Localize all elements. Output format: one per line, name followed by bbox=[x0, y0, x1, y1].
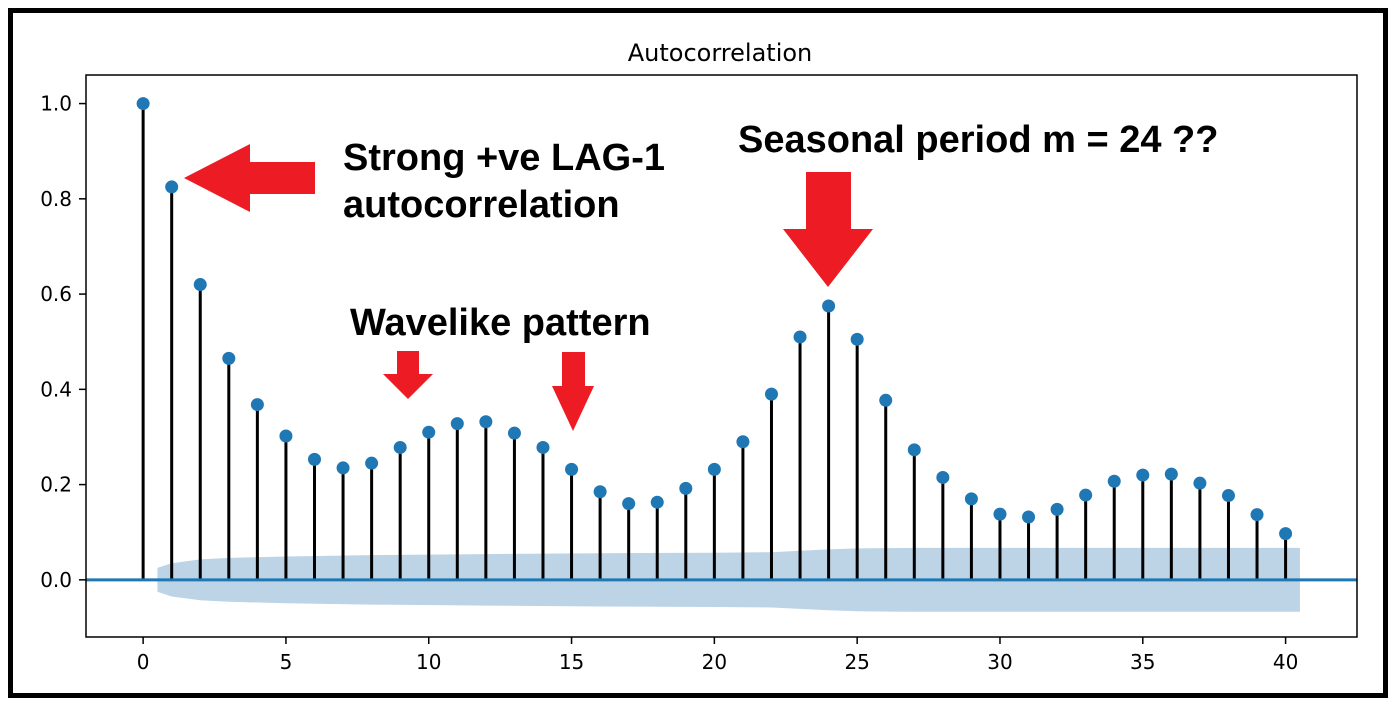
annotation-lag1-line2: autocorrelation bbox=[343, 184, 620, 226]
marker-lag-18 bbox=[650, 495, 664, 509]
marker-lag-6 bbox=[307, 452, 321, 466]
marker-lag-4 bbox=[250, 398, 264, 412]
annotation-wavelike: Wavelike pattern bbox=[350, 302, 651, 344]
x-tick-label-25: 25 bbox=[844, 650, 869, 674]
marker-lag-28 bbox=[936, 470, 950, 484]
markers-layer bbox=[136, 97, 1293, 541]
marker-lag-30 bbox=[993, 507, 1007, 521]
marker-lag-23 bbox=[793, 330, 807, 344]
marker-lag-7 bbox=[336, 461, 350, 475]
marker-lag-0 bbox=[136, 97, 150, 111]
marker-lag-11 bbox=[450, 417, 464, 431]
marker-lag-25 bbox=[850, 332, 864, 346]
marker-lag-40 bbox=[1279, 527, 1293, 541]
marker-lag-32 bbox=[1050, 502, 1064, 516]
marker-lag-39 bbox=[1250, 508, 1264, 522]
annotations: Strong +ve LAG-1 autocorrelation Wavelik… bbox=[343, 119, 1218, 344]
stems-layer bbox=[141, 103, 1288, 580]
wave-arrow-2-icon bbox=[552, 352, 594, 431]
marker-lag-22 bbox=[764, 387, 778, 401]
marker-lag-37 bbox=[1193, 476, 1207, 490]
marker-lag-33 bbox=[1079, 488, 1093, 502]
marker-lag-12 bbox=[479, 415, 493, 429]
marker-lag-14 bbox=[536, 440, 550, 454]
x-tick-label-0: 0 bbox=[137, 650, 150, 674]
marker-lag-1 bbox=[165, 180, 179, 194]
arrows-layer bbox=[184, 144, 873, 431]
marker-lag-17 bbox=[622, 497, 636, 511]
x-tick-label-20: 20 bbox=[702, 650, 727, 674]
marker-lag-2 bbox=[193, 278, 207, 292]
marker-lag-38 bbox=[1221, 489, 1235, 503]
marker-lag-15 bbox=[565, 462, 579, 476]
marker-lag-26 bbox=[879, 393, 893, 407]
x-tick-label-35: 35 bbox=[1130, 650, 1155, 674]
marker-lag-5 bbox=[279, 429, 293, 443]
marker-lag-24 bbox=[822, 299, 836, 313]
wave-arrow-1-icon bbox=[383, 351, 433, 399]
x-tick-label-10: 10 bbox=[416, 650, 441, 674]
plot-area-border bbox=[85, 74, 1358, 638]
chart-title: Autocorrelation bbox=[628, 39, 813, 67]
y-tick-label-4: 0.8 bbox=[40, 187, 72, 211]
season-arrow-icon bbox=[783, 172, 873, 287]
marker-lag-21 bbox=[736, 435, 750, 449]
y-tick-label-3: 0.6 bbox=[40, 282, 72, 306]
marker-lag-10 bbox=[422, 425, 436, 439]
y-tick-label-1: 0.2 bbox=[40, 473, 72, 497]
x-tick-label-40: 40 bbox=[1273, 650, 1298, 674]
annotation-seasonal: Seasonal period m = 24 ?? bbox=[738, 119, 1218, 161]
marker-lag-36 bbox=[1164, 467, 1178, 481]
x-tick-label-5: 5 bbox=[280, 650, 293, 674]
marker-lag-19 bbox=[679, 481, 693, 495]
marker-lag-31 bbox=[1022, 510, 1036, 524]
marker-lag-9 bbox=[393, 440, 407, 454]
x-tick-label-15: 15 bbox=[559, 650, 584, 674]
y-tick-label-0: 0.0 bbox=[40, 568, 72, 592]
marker-lag-34 bbox=[1107, 474, 1121, 488]
x-tick-label-30: 30 bbox=[987, 650, 1012, 674]
marker-lag-20 bbox=[707, 462, 721, 476]
lag1-arrow-icon bbox=[184, 144, 315, 212]
marker-lag-3 bbox=[222, 351, 236, 365]
marker-lag-27 bbox=[907, 443, 921, 457]
marker-lag-8 bbox=[365, 456, 379, 470]
marker-lag-29 bbox=[964, 492, 978, 506]
annotation-lag1-line1: Strong +ve LAG-1 bbox=[343, 137, 665, 179]
marker-lag-13 bbox=[507, 426, 521, 440]
y-tick-label-2: 0.4 bbox=[40, 377, 72, 401]
axes-layer: 0 5 10 15 20 25 30 35 40 0.0 0.2 0.4 0.6 0.8 1.0 bbox=[40, 74, 1358, 674]
marker-lag-35 bbox=[1136, 468, 1150, 482]
marker-lag-16 bbox=[593, 485, 607, 499]
y-tick-label-5: 1.0 bbox=[40, 92, 72, 116]
